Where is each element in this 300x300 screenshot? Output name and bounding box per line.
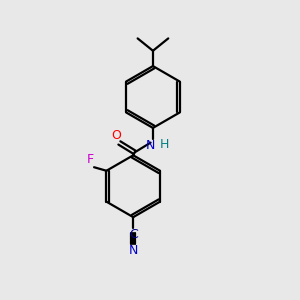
Text: F: F — [87, 153, 94, 166]
Text: H: H — [159, 138, 169, 151]
Text: N: N — [146, 139, 155, 152]
Text: C: C — [129, 228, 138, 241]
Text: N: N — [128, 244, 138, 257]
Text: O: O — [111, 129, 121, 142]
